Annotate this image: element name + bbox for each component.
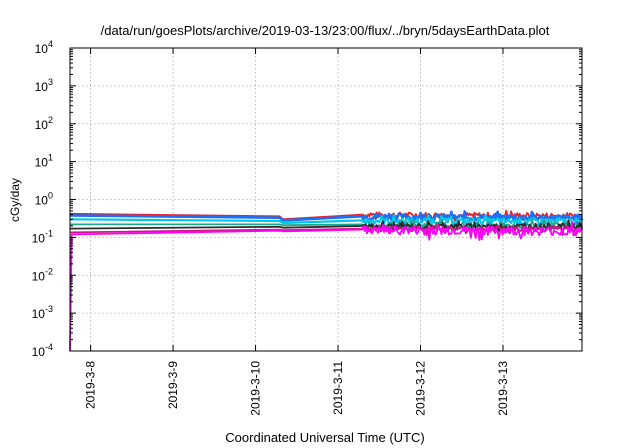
y-tick-label: 100 [35,191,53,208]
y-axis: 10-4 10-3 10-2 10-1 100 101 102 103 104 [32,39,582,359]
chart-title: /data/run/goesPlots/archive/2019-03-13/2… [101,23,550,38]
x-tick-label: 2019-3-10 [249,361,263,416]
x-axis: 2019-3-8 2019-3-9 2019-3-10 2019-3-11 2019-3… [84,48,510,416]
y-tick-label: 10-3 [32,304,53,321]
x-tick-label: 2019-3-12 [413,361,427,416]
x-axis-label: Coordinated Universal Time (UTC) [225,430,424,445]
grid [70,48,582,351]
x-tick-label: 2019-3-13 [496,361,510,416]
series-line-1 [69,210,584,225]
x-tick-label: 2019-3-11 [331,361,345,415]
y-tick-label: 10-2 [32,266,53,283]
x-tick-label: 2019-3-8 [84,361,98,409]
y-tick-label: 103 [35,77,53,94]
y-tick-label: 10-1 [32,228,53,245]
y-tick-label: 104 [35,39,53,56]
y-axis-label: cGy/day [8,178,22,222]
y-tick-label: 10-4 [32,342,53,359]
x-tick-label: 2019-3-9 [166,361,180,409]
y-tick-label: 102 [35,115,53,132]
series-layer [69,209,584,352]
series-line-6 [69,221,583,352]
y-tick-label: 101 [35,153,53,170]
